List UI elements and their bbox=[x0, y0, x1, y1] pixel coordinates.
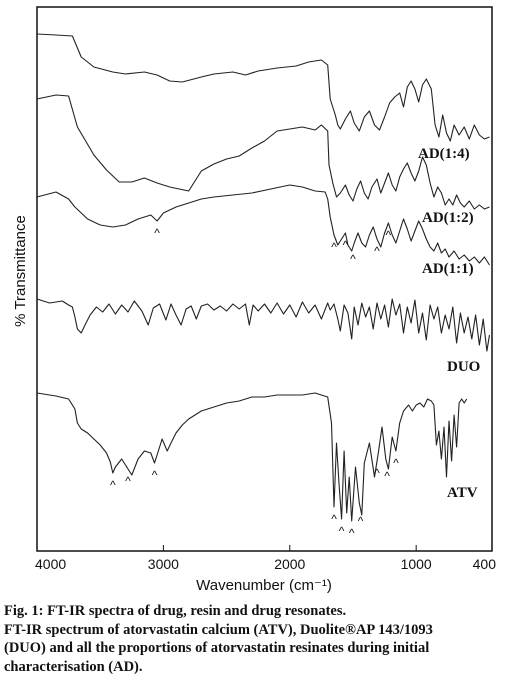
series-line-ad-1-2 bbox=[36, 94, 490, 210]
series-label-ad-1-2: AD(1:2) bbox=[422, 210, 474, 226]
x-tick-label: 400 bbox=[473, 556, 497, 572]
caption-title: Fig. 1: FT-IR spectra of drug, resin and… bbox=[4, 603, 347, 619]
series-line-duo bbox=[36, 298, 491, 352]
series-line-ad-1-4 bbox=[36, 33, 490, 142]
x-tick-label: 3000 bbox=[148, 556, 179, 572]
peak-marker: ^ bbox=[350, 252, 356, 266]
caption-line-1: FT-IR spectrum of atorvastatin calcium (… bbox=[4, 621, 433, 638]
peak-markers: ^^ ^^^^^ ^ ^^^ ^^^ ^^ bbox=[110, 226, 399, 540]
peak-marker: ^ bbox=[358, 514, 364, 528]
peak-marker: ^ bbox=[125, 474, 131, 488]
peak-marker: ^ bbox=[349, 526, 355, 540]
peak-marker: ^ bbox=[393, 456, 399, 470]
peak-marker: ^ bbox=[152, 468, 158, 482]
x-tick-label: 4000 bbox=[35, 556, 66, 572]
x-tick-label: 2000 bbox=[274, 556, 305, 572]
spectra-series bbox=[36, 33, 491, 522]
peak-marker: ^ bbox=[331, 240, 337, 254]
caption-line-2: (DUO) and all the proportions of atorvas… bbox=[4, 640, 430, 656]
series-line-atv bbox=[36, 392, 468, 522]
peak-marker: ^ bbox=[110, 478, 116, 492]
peak-marker: ^ bbox=[339, 524, 345, 538]
x-axis-ticks: 4000 3000 2000 1000 400 bbox=[35, 545, 496, 572]
peak-marker: ^ bbox=[374, 244, 380, 258]
series-label-atv: ATV bbox=[447, 485, 478, 501]
peak-marker: ^ bbox=[374, 466, 380, 480]
x-axis-title: Wavenumber (cm⁻¹) bbox=[196, 577, 332, 594]
ftir-chart: 4000 3000 2000 1000 400 AD(1:4) AD(1:2) AD(1… bbox=[12, 6, 496, 594]
ftir-spectra-plot: 4000 3000 2000 1000 400 AD(1:4) AD(1:2) AD(1… bbox=[12, 6, 496, 594]
series-label-ad-1-1: AD(1:1) bbox=[422, 261, 474, 277]
series-line-ad-1-1 bbox=[36, 184, 490, 266]
figure-caption: Fig. 1: FT-IR spectra of drug, resin and… bbox=[4, 602, 524, 676]
peak-marker: ^ bbox=[343, 238, 349, 252]
x-tick-label: 1000 bbox=[401, 556, 432, 572]
peak-marker: ^ bbox=[331, 512, 337, 526]
series-label-ad-1-4: AD(1:4) bbox=[418, 146, 470, 162]
peak-marker: ^ bbox=[386, 228, 392, 242]
plot-frame bbox=[36, 6, 493, 552]
peak-marker: ^ bbox=[384, 469, 390, 483]
peak-marker: ^ bbox=[154, 226, 160, 240]
series-labels: AD(1:4) AD(1:2) AD(1:1) DUO ATV bbox=[418, 146, 480, 501]
series-label-duo: DUO bbox=[447, 359, 480, 375]
y-axis-title: % Transmittance bbox=[12, 215, 29, 327]
caption-line-3: characterisation (AD). bbox=[4, 658, 143, 675]
